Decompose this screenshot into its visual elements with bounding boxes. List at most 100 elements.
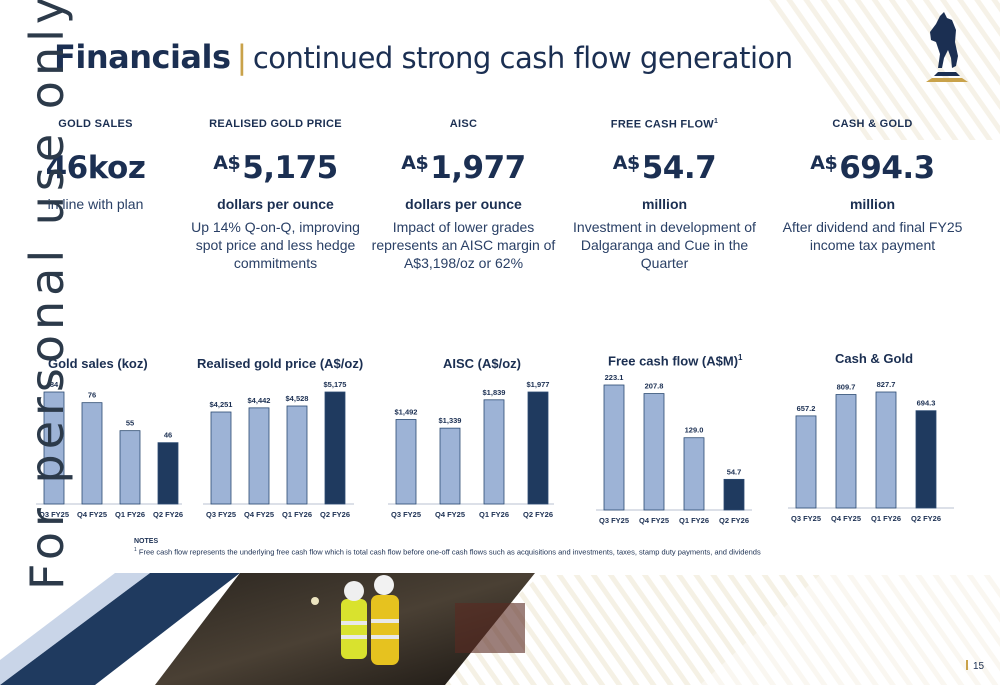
chart-svg: 657.2 Q3 FY25 809.7 Q4 FY25 827.7 Q1 FY26 694.… <box>788 380 954 523</box>
bar-q1-fy26 <box>875 391 897 509</box>
bar-q2-fy26 <box>915 410 937 509</box>
data-label: 223.1 <box>605 373 624 382</box>
x-tick-label: Q2 FY26 <box>320 510 350 519</box>
notes-title: NOTES <box>134 538 159 545</box>
bar-q3-fy25 <box>43 391 65 505</box>
data-label: $1,492 <box>395 407 418 416</box>
kpi-aisc: AISC A$1,977 dollars per ounce Impact of… <box>371 118 556 272</box>
bar-q2-fy26 <box>723 478 745 511</box>
chart-cash-and-gold: 657.2 Q3 FY25 809.7 Q4 FY25 827.7 Q1 FY26 694.… <box>788 376 958 531</box>
bar-q4-fy25 <box>81 402 103 505</box>
data-label: 76 <box>88 391 96 400</box>
x-tick-label: Q3 FY25 <box>791 514 821 523</box>
x-tick-label: Q1 FY26 <box>282 510 312 519</box>
chart-title-gold-sales: Gold sales (koz) <box>48 356 148 371</box>
kpi-value: A$5,175 <box>213 150 338 186</box>
bar-q4-fy25 <box>439 427 461 505</box>
chart-title-free-cash-flow: Free cash flow (A$M)1 <box>608 353 743 369</box>
kpi-cash-and-gold: CASH & GOLD A$694.3 million After divide… <box>780 118 965 254</box>
kpi-value: A$694.3 <box>810 150 935 186</box>
notes-body: 1 Free cash flow represents the underlyi… <box>134 547 761 557</box>
data-label: $4,442 <box>248 396 271 405</box>
x-tick-label: Q2 FY26 <box>523 510 553 519</box>
bar-q3-fy25 <box>395 419 417 505</box>
kpi-description: After dividend and final FY25 income tax… <box>782 219 963 253</box>
bar-q2-fy26 <box>157 442 179 505</box>
kpi-heading: FREE CASH FLOW1 <box>610 118 719 131</box>
data-label: 54.7 <box>727 467 742 476</box>
x-tick-label: Q3 FY25 <box>599 516 629 525</box>
kpi-realised-gold-price: REALISED GOLD PRICE A$5,175 dollars per … <box>183 118 368 272</box>
x-tick-label: Q3 FY25 <box>206 510 236 519</box>
data-label: 46 <box>164 431 172 440</box>
chart-svg: 84 Q3 FY25 76 Q4 FY25 55 Q1 FY26 46 Q2 FY26 <box>36 380 183 519</box>
kpi-heading: AISC <box>449 118 478 130</box>
chart-title-realised-gold-price: Realised gold price (A$/oz) <box>197 356 364 371</box>
title-rest: continued strong cash flow generation <box>252 41 793 75</box>
x-tick-label: Q1 FY26 <box>871 514 901 523</box>
kpi-currency: A$ <box>612 152 640 174</box>
page-number-bar <box>966 660 968 670</box>
data-label: 809.7 <box>837 383 856 392</box>
data-label: 694.3 <box>917 399 936 408</box>
chart-title-cash-and-gold: Cash & Gold <box>835 351 914 366</box>
kpi-description: Investment in development of Dalgaranga … <box>573 219 756 271</box>
data-label: 207.8 <box>645 382 664 391</box>
data-label: $1,977 <box>527 380 550 389</box>
kpi-value: 46koz <box>45 150 146 186</box>
chart-svg: $1,492 Q3 FY25 $1,339 Q4 FY25 $1,839 Q1 FY26 $… <box>388 380 554 519</box>
title-bold: Financials <box>54 38 231 76</box>
chart-realised-gold-price: $4,251 Q3 FY25 $4,442 Q4 FY25 $4,528 Q1 FY26 $… <box>203 380 358 525</box>
chart-aisc: $1,492 Q3 FY25 $1,339 Q4 FY25 $1,839 Q1 FY26 $… <box>388 380 558 525</box>
kpi-heading: CASH & GOLD <box>832 118 913 130</box>
kpi-value: A$1,977 <box>401 150 526 186</box>
bar-q1-fy26 <box>286 405 308 505</box>
kpi-unit: million <box>849 196 896 212</box>
bar-q1-fy26 <box>683 437 705 511</box>
x-tick-label: Q2 FY26 <box>911 514 941 523</box>
x-tick-label: Q3 FY25 <box>391 510 421 519</box>
kpi-currency: A$ <box>401 152 429 174</box>
footnotes: NOTES 1 Free cash flow represents the un… <box>134 538 761 557</box>
kpi-gold-sales: GOLD SALES 46koz in line with plan <box>3 118 188 212</box>
x-tick-label: Q1 FY26 <box>679 516 709 525</box>
kpi-unit: dollars per ounce <box>405 196 522 212</box>
kpi-currency: A$ <box>213 152 241 174</box>
kpi-subtext: in line with plan <box>47 196 144 212</box>
data-label: 129.0 <box>685 426 704 435</box>
horse-logo-icon <box>926 12 968 82</box>
kpi-unit: dollars per ounce <box>217 196 334 212</box>
kpi-currency: A$ <box>810 152 838 174</box>
data-label: 657.2 <box>797 404 816 413</box>
bar-q3-fy25 <box>603 384 625 511</box>
kpi-free-cash-flow: FREE CASH FLOW1 A$54.7 million Investmen… <box>572 118 757 272</box>
x-tick-label: Q4 FY25 <box>831 514 861 523</box>
chart-svg: $4,251 Q3 FY25 $4,442 Q4 FY25 $4,528 Q1 FY26 $… <box>203 380 354 519</box>
bar-q1-fy26 <box>119 430 141 505</box>
bar-q2-fy26 <box>324 391 346 505</box>
bar-q3-fy25 <box>795 415 817 509</box>
kpi-heading: GOLD SALES <box>58 118 133 130</box>
x-tick-label: Q3 FY25 <box>39 510 69 519</box>
data-label: 55 <box>126 419 134 428</box>
data-label: $5,175 <box>324 380 347 389</box>
bar-q1-fy26 <box>483 399 505 505</box>
watermark-text: For personal use only <box>20 0 74 590</box>
chart-svg: 223.1 Q3 FY25 207.8 Q4 FY25 129.0 Q1 FY26 54.7… <box>596 373 752 525</box>
bar-q2-fy26 <box>527 391 549 505</box>
page-title: Financials | continued strong cash flow ge… <box>54 38 793 76</box>
chart-gold-sales: 84 Q3 FY25 76 Q4 FY25 55 Q1 FY26 46 Q2 FY26 <box>36 380 186 525</box>
data-label: 84 <box>50 380 59 389</box>
data-label: 827.7 <box>877 380 896 389</box>
bar-q4-fy25 <box>643 393 665 511</box>
bar-q4-fy25 <box>248 407 270 505</box>
chart-title-aisc: AISC (A$/oz) <box>443 356 521 371</box>
x-tick-label: Q4 FY25 <box>639 516 669 525</box>
kpi-description: Impact of lower grades represents an AIS… <box>371 219 556 271</box>
data-label: $1,339 <box>439 416 462 425</box>
kpi-value: A$54.7 <box>612 150 717 186</box>
kpi-unit: million <box>641 196 688 212</box>
x-tick-label: Q4 FY25 <box>435 510 465 519</box>
bar-q3-fy25 <box>210 411 232 505</box>
data-label: $4,251 <box>210 400 233 409</box>
